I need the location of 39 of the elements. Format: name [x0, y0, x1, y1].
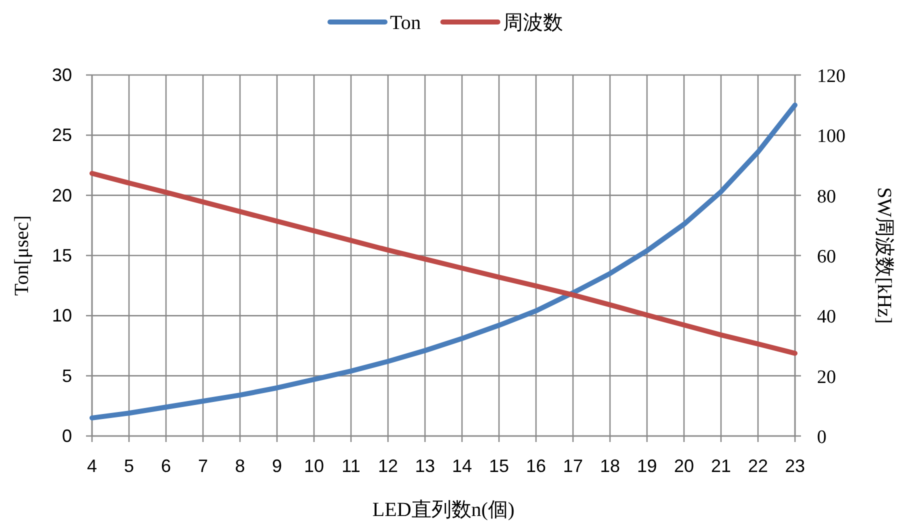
y2-axis-title: SW周波数[kHz]	[873, 187, 895, 324]
y2-tick-label: 120	[817, 66, 846, 87]
x-tick-label: 14	[452, 456, 472, 476]
y-tick-label: 0	[62, 426, 72, 446]
y2-tick-label: 100	[817, 126, 846, 148]
x-tick-label: 4	[86, 456, 98, 476]
x-tick-label: 10	[304, 456, 324, 476]
x-tick-label: 19	[636, 456, 658, 476]
x-tick-label: 21	[710, 456, 732, 476]
x-tick-label: 23	[784, 456, 806, 476]
x-tick-label: 6	[160, 456, 172, 476]
x-tick-label: 16	[526, 456, 546, 476]
x-tick-label: 22	[748, 456, 768, 476]
x-tick-label: 18	[600, 456, 620, 476]
x-tick-label: 20	[674, 456, 694, 476]
legend-label: 周波数	[502, 12, 563, 34]
x-axis-title: LED直列数n(個)	[372, 499, 515, 521]
y2-tick-label: 80	[817, 186, 836, 208]
x-tick-label: 12	[378, 456, 398, 476]
y2-tick-label: 60	[817, 246, 836, 268]
y-tick-label: 30	[52, 65, 72, 85]
y-tick-label: 15	[52, 246, 72, 266]
x-tick-label: 13	[414, 456, 436, 476]
x-tick-label: 17	[562, 456, 584, 476]
legend-label: Ton	[390, 12, 421, 34]
x-tick-label: 11	[342, 456, 360, 476]
x-tick-label: 8	[234, 456, 246, 476]
x-tick-label: 9	[272, 456, 282, 476]
y-tick-label: 20	[52, 185, 72, 206]
y-tick-label: 10	[52, 306, 72, 326]
x-tick-label: 15	[488, 456, 510, 476]
y-tick-label: 5	[62, 366, 72, 386]
y2-tick-label: 40	[817, 306, 836, 328]
x-tick-label: 5	[124, 456, 134, 476]
y2-tick-label: 0	[817, 427, 826, 448]
x-tick-label: 7	[198, 456, 208, 476]
y-axis-title: Ton[μsec]	[11, 215, 33, 296]
y-tick-label: 25	[52, 125, 72, 146]
y2-tick-label: 20	[817, 366, 836, 388]
